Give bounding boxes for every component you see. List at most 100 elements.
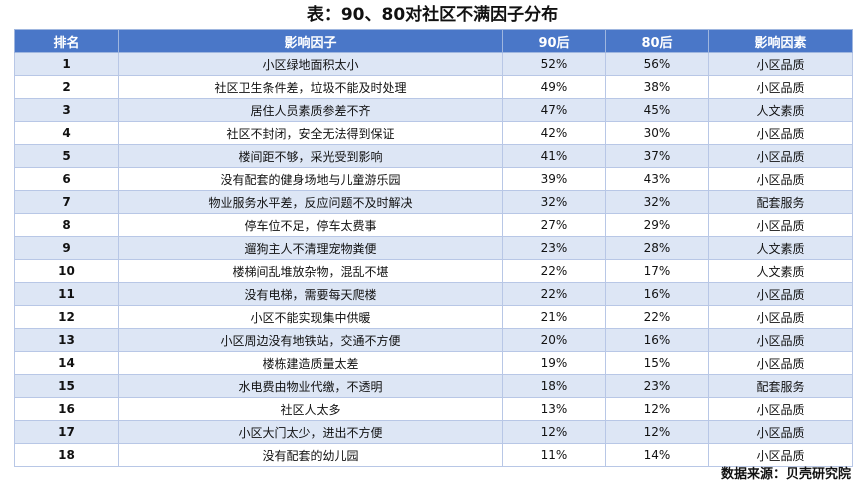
factor-cell: 小区不能实现集中供暖 [118,305,503,329]
table-row: 8 停车位不足，停车太费事 27% 29% 小区品质 [14,213,853,237]
table-row: 10 楼梯间乱堆放杂物，混乱不堪 22% 17% 人文素质 [14,259,853,283]
table-row: 6 没有配套的健身场地与儿童游乐园 39% 43% 小区品质 [14,167,853,191]
factor-cell: 小区周边没有地铁站，交通不方便 [118,328,503,352]
post90-value-cell: 23% [502,236,606,260]
table-row: 4 社区不封闭，安全无法得到保证 42% 30% 小区品质 [14,121,853,145]
table-row: 2 社区卫生条件差，垃圾不能及时处理 49% 38% 小区品质 [14,75,853,99]
table-row: 13 小区周边没有地铁站，交通不方便 20% 16% 小区品质 [14,328,853,352]
post80-value-cell: 17% [605,259,709,283]
category-cell: 人文素质 [708,259,853,283]
table-row: 3 居住人员素质参差不齐 47% 45% 人文素质 [14,98,853,122]
table-row: 1 小区绿地面积太小 52% 56% 小区品质 [14,52,853,76]
post90-value-cell: 22% [502,282,606,306]
post80-value-cell: 30% [605,121,709,145]
factor-cell: 居住人员素质参差不齐 [118,98,503,122]
table-row: 5 楼间距不够，采光受到影响 41% 37% 小区品质 [14,144,853,168]
factor-cell: 楼栋建造质量太差 [118,351,503,375]
post80-value-cell: 16% [605,282,709,306]
category-cell: 小区品质 [708,443,853,467]
rank-cell: 10 [14,259,119,283]
post80-value-cell: 37% [605,144,709,168]
rank-cell: 7 [14,190,119,214]
category-cell: 小区品质 [708,144,853,168]
category-cell: 小区品质 [708,305,853,329]
factor-cell: 社区人太多 [118,397,503,421]
factor-cell: 没有配套的幼儿园 [118,443,503,467]
factor-cell: 楼梯间乱堆放杂物，混乱不堪 [118,259,503,283]
factor-cell: 小区绿地面积太小 [118,52,503,76]
column-header-rank: 排名 [14,29,119,53]
column-header-post90: 90后 [502,29,606,53]
post90-value-cell: 19% [502,351,606,375]
rank-cell: 13 [14,328,119,352]
factor-cell: 小区大门太少，进出不方便 [118,420,503,444]
table-row: 11 没有电梯，需要每天爬楼 22% 16% 小区品质 [14,282,853,306]
post90-value-cell: 21% [502,305,606,329]
table-row: 12 小区不能实现集中供暖 21% 22% 小区品质 [14,305,853,329]
table-row: 17 小区大门太少，进出不方便 12% 12% 小区品质 [14,420,853,444]
data-source: 数据来源：贝壳研究院 [720,467,851,482]
rank-cell: 6 [14,167,119,191]
post80-value-cell: 15% [605,351,709,375]
rank-cell: 16 [14,397,119,421]
header-row: 排名 影响因子 90后 80后 影响因素 [14,29,853,53]
rank-cell: 4 [14,121,119,145]
table-row: 18 没有配套的幼儿园 11% 14% 小区品质 [14,443,853,467]
rank-cell: 11 [14,282,119,306]
post80-value-cell: 12% [605,397,709,421]
post80-value-cell: 38% [605,75,709,99]
post90-value-cell: 12% [502,420,606,444]
post80-value-cell: 22% [605,305,709,329]
category-cell: 小区品质 [708,52,853,76]
post90-value-cell: 18% [502,374,606,398]
category-cell: 人文素质 [708,236,853,260]
category-cell: 配套服务 [708,374,853,398]
post80-value-cell: 12% [605,420,709,444]
category-cell: 小区品质 [708,420,853,444]
factor-cell: 水电费由物业代缴，不透明 [118,374,503,398]
rank-cell: 2 [14,75,119,99]
table-title: 表：90、80对社区不满因子分布 [306,5,559,25]
post90-value-cell: 41% [502,144,606,168]
rank-cell: 3 [14,98,119,122]
category-cell: 小区品质 [708,167,853,191]
post90-value-cell: 22% [502,259,606,283]
category-cell: 小区品质 [708,75,853,99]
post90-value-cell: 49% [502,75,606,99]
rank-cell: 18 [14,443,119,467]
post80-value-cell: 23% [605,374,709,398]
post80-value-cell: 43% [605,167,709,191]
post90-value-cell: 13% [502,397,606,421]
factor-cell: 没有配套的健身场地与儿童游乐园 [118,167,503,191]
table-row: 14 楼栋建造质量太差 19% 15% 小区品质 [14,351,853,375]
column-header-category: 影响因素 [708,29,853,53]
column-header-post80: 80后 [605,29,709,53]
category-cell: 人文素质 [708,98,853,122]
category-cell: 小区品质 [708,351,853,375]
post80-value-cell: 14% [605,443,709,467]
post90-value-cell: 39% [502,167,606,191]
factor-cell: 社区卫生条件差，垃圾不能及时处理 [118,75,503,99]
post80-value-cell: 45% [605,98,709,122]
table-row: 15 水电费由物业代缴，不透明 18% 23% 配套服务 [14,374,853,398]
table-body: 1 小区绿地面积太小 52% 56% 小区品质 2 社区卫生条件差，垃圾不能及时处理 49% 3… [14,52,853,467]
post90-value-cell: 47% [502,98,606,122]
post80-value-cell: 16% [605,328,709,352]
post90-value-cell: 32% [502,190,606,214]
factor-cell: 物业服务水平差，反应问题不及时解决 [118,190,503,214]
category-cell: 小区品质 [708,328,853,352]
factor-cell: 停车位不足，停车太费事 [118,213,503,237]
rank-cell: 15 [14,374,119,398]
rank-cell: 5 [14,144,119,168]
category-cell: 小区品质 [708,121,853,145]
rank-cell: 14 [14,351,119,375]
post90-value-cell: 20% [502,328,606,352]
column-header-factor: 影响因子 [118,29,503,53]
category-cell: 小区品质 [708,282,853,306]
rank-cell: 1 [14,52,119,76]
factor-cell: 楼间距不够，采光受到影响 [118,144,503,168]
data-table: 排名 影响因子 90后 80后 影响因素 1 小区绿地面积太小 52% 56% 小区品质… [14,29,853,467]
factor-cell: 遛狗主人不清理宠物粪便 [118,236,503,260]
category-cell: 小区品质 [708,213,853,237]
factor-cell: 社区不封闭，安全无法得到保证 [118,121,503,145]
